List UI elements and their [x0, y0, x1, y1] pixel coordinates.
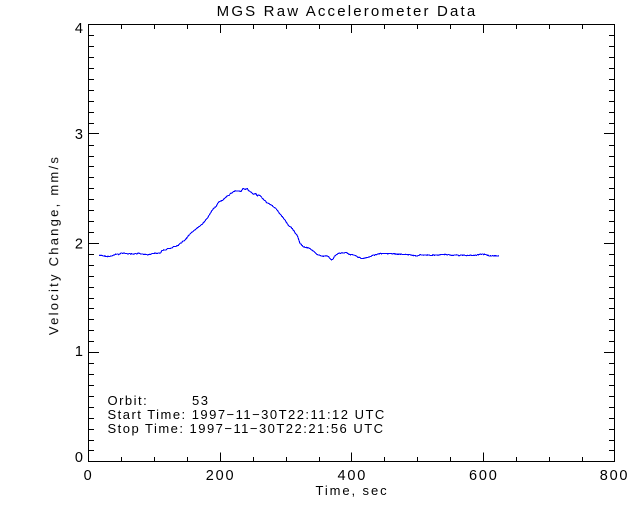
svg-text:3: 3 [75, 127, 83, 143]
svg-text:Stop Time: 1997−11−30T22:21:56: Stop Time: 1997−11−30T22:21:56 UTC [108, 421, 385, 436]
svg-text:400: 400 [338, 468, 368, 484]
svg-text:1: 1 [75, 344, 83, 360]
svg-text:600: 600 [469, 468, 499, 484]
svg-text:Velocity Change, mm/s: Velocity Change, mm/s [46, 155, 61, 335]
svg-text:0: 0 [84, 468, 94, 484]
svg-text:Start Time: 1997−11−30T22:11:1: Start Time: 1997−11−30T22:11:12 UTC [108, 407, 386, 422]
svg-text:4: 4 [75, 21, 83, 37]
svg-text:53: 53 [192, 393, 209, 408]
svg-text:Time, sec: Time, sec [316, 483, 389, 498]
svg-text:0: 0 [75, 450, 83, 466]
svg-text:2: 2 [75, 237, 83, 253]
svg-text:800: 800 [600, 468, 630, 484]
svg-text:Orbit:: Orbit: [108, 393, 149, 408]
svg-text:MGS Raw Accelerometer Data: MGS Raw Accelerometer Data [217, 3, 478, 20]
svg-text:200: 200 [206, 468, 236, 484]
